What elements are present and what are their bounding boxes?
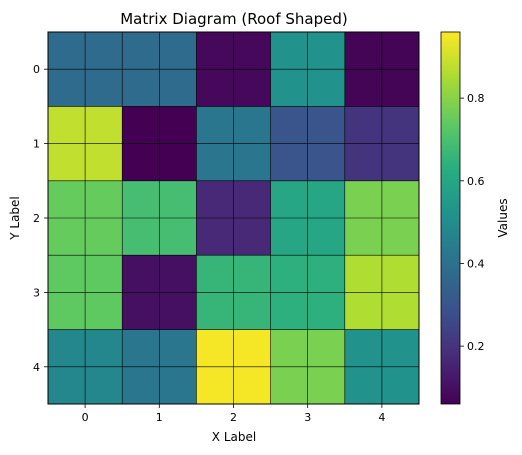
x-tick-label: 3 [304,411,311,424]
colorbar-tick-label: 0.6 [467,175,485,188]
colorbar-label: Values [496,198,510,237]
y-axis-label: Y Label [8,196,22,241]
x-axis-label: X Label [212,430,256,444]
y-tick-label: 4 [33,361,40,374]
y-tick-label: 1 [33,138,40,151]
colorbar-tick-label: 0.4 [467,257,485,270]
x-tick-label: 4 [378,411,385,424]
grid-lines [48,32,419,404]
colorbar-tick-label: 0.2 [467,340,485,353]
x-tick-label: 0 [82,411,89,424]
y-tick-label: 2 [33,212,40,225]
x-tick-label: 2 [230,411,237,424]
y-axis-ticks: 0 1 2 3 4 [33,63,48,374]
x-tick-label: 1 [156,411,163,424]
chart-title: Matrix Diagram (Roof Shaped) [120,10,348,28]
x-axis-ticks: 0 1 2 3 4 [82,404,385,424]
y-tick-label: 3 [33,286,40,299]
y-tick-label: 0 [33,63,40,76]
colorbar-ticks: 0.2 0.4 0.6 0.8 [460,92,485,353]
colorbar-tick-label: 0.8 [467,92,485,105]
colorbar [440,31,461,405]
